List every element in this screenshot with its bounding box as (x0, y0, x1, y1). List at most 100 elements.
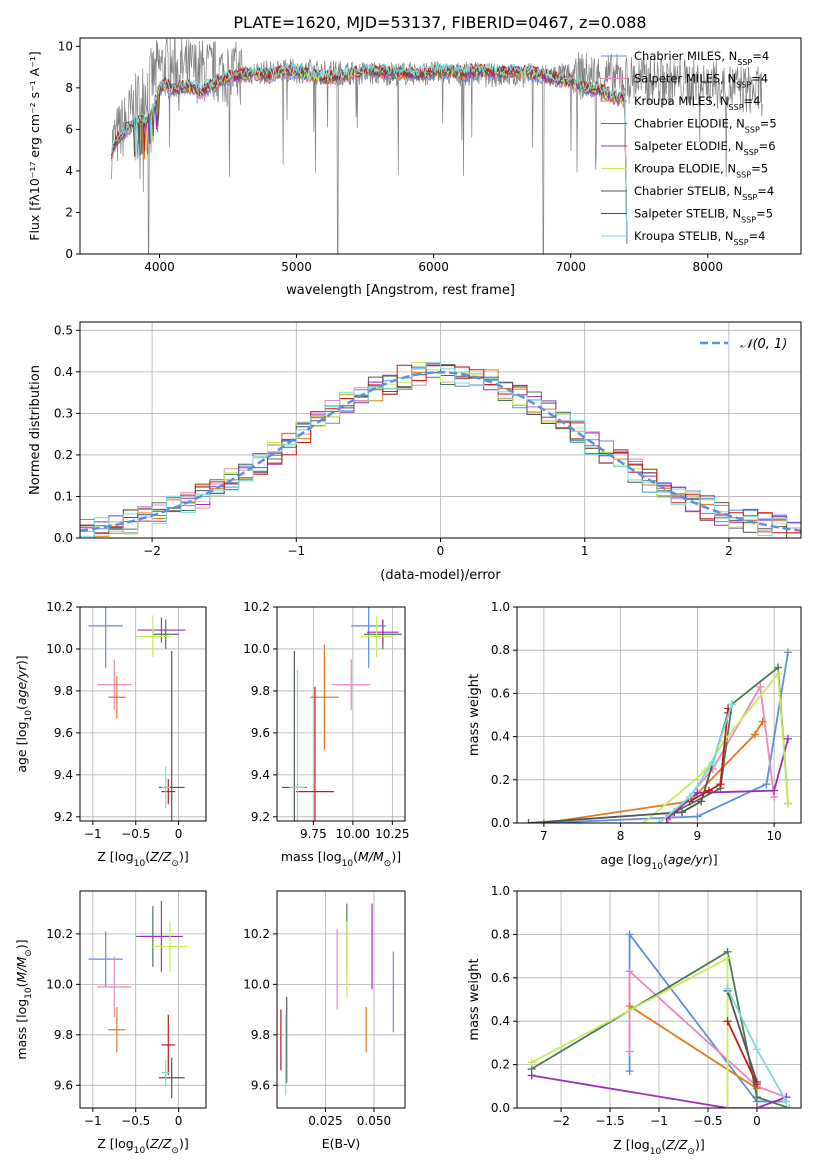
weight-marker (750, 730, 759, 739)
y-axis-label: Normed distribution (28, 365, 43, 495)
x-tick-label: −0.5 (693, 1114, 722, 1128)
y-tick-label: 9.8 (251, 684, 270, 698)
y-tick-label: 0.0 (491, 816, 510, 830)
y-axis-label: age [log10(age/yr)] (14, 655, 34, 772)
x-tick-label: −0.5 (121, 1114, 150, 1128)
y-tick-label: 10 (58, 39, 73, 53)
x-tick-label: −1 (84, 827, 102, 841)
y-tick-label: 9.8 (54, 684, 73, 698)
weight-line-chabrier_miles (543, 652, 789, 823)
y-tick-label: 0.2 (491, 1058, 510, 1072)
x-axis-label: (data-model)/error (380, 568, 501, 583)
y-tick-label: 10.2 (46, 927, 73, 941)
weight-marker (727, 700, 736, 709)
y-tick-label: 0.5 (54, 323, 73, 337)
y-tick-label: 0.8 (491, 643, 510, 657)
weight-marker (697, 797, 706, 806)
weight-marker (527, 1058, 536, 1067)
axes-mass_vs_Z: −1 −0.5 0 9.6 9.8 10.0 10.2 Z [log10(Z/Z⊙)] mass… (14, 890, 207, 1156)
plot-area (88, 607, 186, 821)
y-tick-label: 0.0 (54, 531, 73, 545)
x-axis-label: E(B-V) (322, 1136, 361, 1151)
x-tick-label: −1 (287, 544, 305, 558)
x-tick-label: 4000 (144, 260, 175, 274)
y-tick-label: 6 (65, 122, 73, 136)
y-tick-label: 0.4 (491, 730, 510, 744)
y-tick-label: 9.4 (54, 768, 73, 782)
y-tick-label: 10.2 (46, 600, 73, 614)
weight-marker (625, 930, 634, 939)
x-axis-label: age [log10(age/yr)] (600, 852, 717, 872)
weight-marker (678, 808, 687, 817)
y-tick-label: 8 (65, 81, 73, 95)
x-axis-label: Z [log10(Z/Z⊙)] (613, 1137, 704, 1157)
axes-mass_vs_ebv: 0.025 0.050 9.6 9.8 10.0 10.2 E(B-V) (243, 890, 406, 1151)
model-line-chabrier_miles (111, 69, 628, 244)
y-tick-label: 9.6 (251, 1078, 270, 1092)
y-tick-label: 10.0 (46, 977, 73, 991)
legend-label: Kroupa MILES, NSSP=4 (634, 94, 760, 112)
y-tick-label: 0.1 (54, 489, 73, 503)
axes-frame (516, 606, 802, 824)
x-tick-label: −1 (84, 1114, 102, 1128)
x-axis-label: Z [log10(Z/Z⊙)] (97, 849, 188, 869)
y-tick-label: 0.6 (491, 971, 510, 985)
legend-label: Chabrier MILES, NSSP=4 (634, 49, 769, 67)
legend-label: Kroupa STELIB, NSSP=4 (634, 229, 765, 247)
weight-marker (773, 669, 782, 678)
x-tick-label: 6000 (418, 260, 449, 274)
y-tick-label: 4 (65, 164, 73, 178)
y-tick-label: 9.6 (54, 1078, 73, 1092)
plot-area (111, 38, 763, 254)
weight-marker (693, 788, 702, 797)
axes-frame (79, 606, 207, 822)
axes-frame (276, 890, 406, 1109)
weight-marker (782, 1097, 791, 1106)
weight-marker (625, 1047, 634, 1056)
weight-marker (752, 1093, 761, 1102)
x-tick-label: −0.5 (121, 827, 150, 841)
legend-label: Chabrier ELODIE, NSSP=5 (634, 117, 777, 135)
y-tick-label: 9.2 (54, 810, 73, 824)
hist-kroupa_elodie (108, 362, 801, 538)
x-axis-label: Z [log10(Z/Z⊙)] (97, 1136, 188, 1156)
weight-marker (783, 799, 792, 808)
weight-line-salpeter_elodie (531, 1074, 787, 1108)
x-tick-label: 2 (725, 544, 733, 558)
x-tick-label: 0 (437, 544, 445, 558)
y-tick-label: 0.2 (54, 448, 73, 462)
weight-marker (756, 682, 765, 691)
y-tick-label: 0.2 (491, 773, 510, 787)
model-line-kroupa_miles (111, 66, 628, 244)
y-tick-label: 9.6 (251, 726, 270, 740)
legend-label: Kroupa ELODIE, NSSP=5 (634, 162, 768, 180)
y-tick-label: 1.0 (491, 884, 510, 898)
weight-marker (708, 758, 717, 767)
weight-marker (723, 1017, 732, 1026)
weight-marker (783, 648, 792, 657)
y-tick-label: 10.0 (46, 642, 73, 656)
axes-age_vs_Z: −1 −0.5 0 9.2 9.4 9.6 9.8 10.0 10.2 Z [log10(Z/Z⊙… (14, 600, 207, 869)
x-tick-label: 9.75 (300, 827, 327, 841)
y-tick-label: 0.8 (491, 927, 510, 941)
normal-curve (80, 371, 801, 532)
y-tick-label: 9.6 (54, 726, 73, 740)
weight-line-kroupa_elodie (531, 956, 790, 1108)
y-axis-label: mass weight (467, 674, 482, 756)
legend: Chabrier MILES, NSSP=4 Salpeter MILES, NS… (601, 49, 777, 247)
plot-area (281, 607, 402, 821)
x-tick-label: 0.025 (308, 1114, 342, 1128)
weight-marker (723, 954, 732, 963)
y-tick-label: 10.0 (243, 642, 270, 656)
y-tick-label: 9.8 (54, 1028, 73, 1042)
y-tick-label: 2 (65, 205, 73, 219)
y-axis-label: mass weight (467, 958, 482, 1040)
weight-marker (539, 819, 548, 823)
model-line-chabrier_elodie (111, 66, 628, 244)
x-tick-label: 0 (175, 1114, 183, 1128)
axes-frame (79, 890, 207, 1109)
x-tick-label: 0.050 (357, 1114, 391, 1128)
y-tick-label: 9.2 (251, 810, 270, 824)
y-tick-label: 1.0 (491, 600, 510, 614)
